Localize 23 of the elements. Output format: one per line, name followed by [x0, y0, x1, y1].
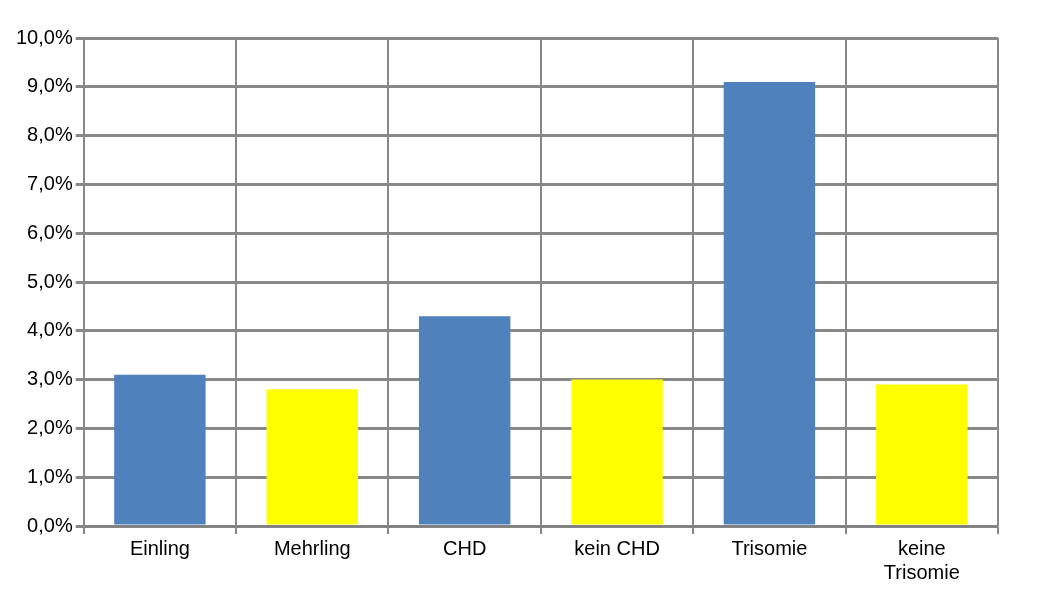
x-tick-label: Mehrling [273, 536, 351, 559]
y-tick-label: 2,0% [27, 415, 73, 438]
y-tick-label: 5,0% [27, 269, 73, 292]
bar [418, 316, 511, 525]
y-tick-label: 10,0% [15, 25, 73, 48]
bar [114, 374, 206, 525]
bar [723, 81, 816, 525]
y-tick-label: 8,0% [27, 123, 73, 146]
y-tick-label: 6,0% [27, 220, 73, 243]
y-tick-label: 1,0% [27, 464, 73, 487]
bar [266, 389, 358, 525]
x-tick-label: keine Trisomie [883, 536, 960, 583]
y-tick-label: 3,0% [27, 367, 73, 390]
y-tick-label: 4,0% [27, 318, 73, 341]
x-tick-label: Trisomie [731, 536, 808, 559]
x-tick-label: Einling [129, 536, 190, 559]
x-tick-label: CHD [442, 536, 487, 559]
bar [876, 384, 968, 525]
x-tick-label: kein CHD [574, 536, 660, 559]
y-tick-label: 0,0% [27, 513, 73, 536]
bar [571, 379, 663, 525]
y-tick-label: 7,0% [27, 171, 73, 194]
y-tick-label: 9,0% [27, 74, 73, 97]
